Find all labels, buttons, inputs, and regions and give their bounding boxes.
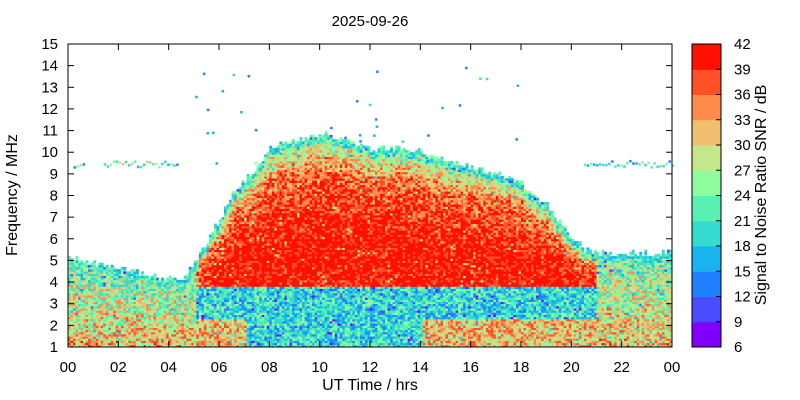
heatmap-cell xyxy=(136,269,139,272)
heatmap-cell xyxy=(93,260,96,263)
heatmap-cell xyxy=(131,269,134,272)
heatmap-cell xyxy=(106,265,109,268)
heatmap-cell xyxy=(139,276,142,279)
heatmap-cell xyxy=(141,271,144,274)
heatmap-cell xyxy=(179,280,182,283)
heatmap-cell xyxy=(161,278,164,281)
heatmap-cell xyxy=(184,276,187,279)
heatmap-cell xyxy=(189,267,192,270)
heatmap-cell xyxy=(118,269,121,272)
heatmap-cell xyxy=(144,276,147,279)
heatmap-cell xyxy=(78,260,81,263)
heatmap-cell xyxy=(123,267,126,270)
heatmap-cell xyxy=(103,267,106,270)
heatmap-cell xyxy=(86,260,89,263)
heatmap-cell xyxy=(166,278,169,281)
heatmap-cell xyxy=(151,276,154,279)
heatmap-cell xyxy=(156,278,159,281)
heatmap-cell xyxy=(174,278,177,281)
heatmap-cell xyxy=(133,269,136,272)
heatmap-cell xyxy=(171,278,174,281)
heatmap-cell xyxy=(169,276,172,279)
heatmap-cell xyxy=(88,265,91,268)
heatmap-cell xyxy=(181,280,184,283)
heatmap-cell xyxy=(83,263,86,266)
heatmap-cell xyxy=(98,263,101,266)
heatmap-cell xyxy=(186,273,189,276)
heatmap-cell xyxy=(128,271,131,274)
heatmap-cell xyxy=(91,263,94,266)
heatmap-cell xyxy=(176,280,179,283)
heatmap-cell xyxy=(81,260,84,263)
heatmap-cell xyxy=(146,276,149,279)
heatmap-cell xyxy=(108,267,111,270)
heatmap-cell xyxy=(111,265,114,268)
heatmap-cell xyxy=(154,273,157,276)
heatmap-cell xyxy=(116,269,119,272)
heatmap-cell xyxy=(101,263,104,266)
heatmap-cell xyxy=(164,280,167,283)
chart-title: 2025-09-26 xyxy=(332,13,409,30)
heatmap-cell xyxy=(76,256,79,259)
heatmap-cell xyxy=(159,280,162,283)
heatmap-cells xyxy=(68,67,674,348)
heatmap-cell xyxy=(96,267,99,270)
heatmap-cell xyxy=(149,278,152,281)
heatmap-cell xyxy=(126,271,129,274)
heatmap-cell xyxy=(113,267,116,270)
heatmap-cell xyxy=(121,267,124,270)
